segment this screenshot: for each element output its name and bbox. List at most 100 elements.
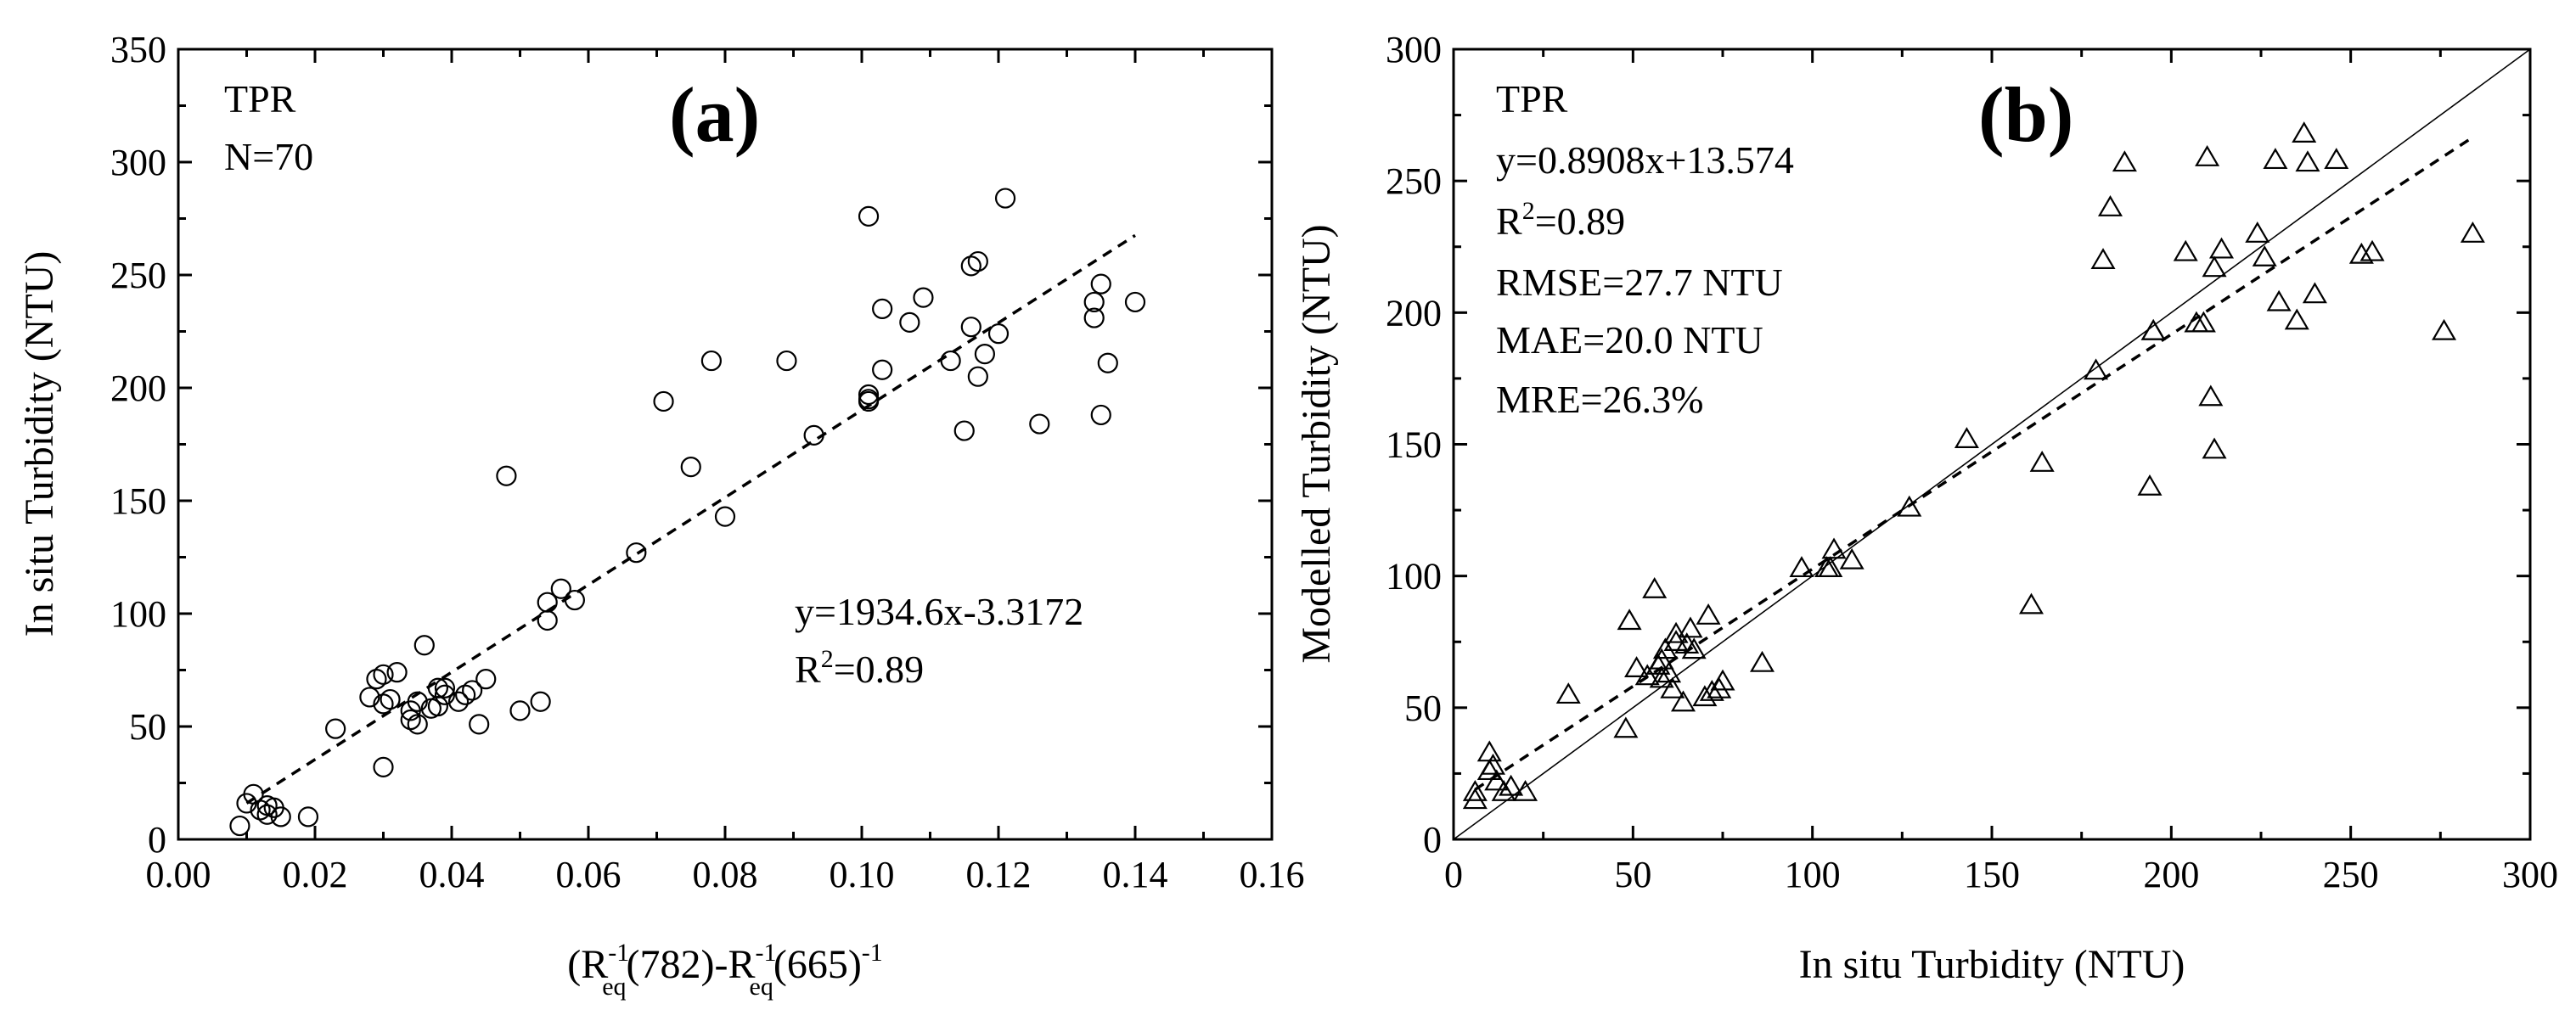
data-point: [2304, 284, 2326, 303]
panel-a-fit-equation: y=1934.6x-3.3172: [795, 590, 1083, 633]
panel-a-corner-label: TPR: [224, 77, 296, 121]
data-point: [2264, 149, 2286, 168]
data-point: [627, 543, 645, 562]
data-point: [1030, 415, 1049, 434]
panel-a-y-axis-label: In situ Turbidity (NTU): [17, 251, 62, 637]
data-point: [900, 313, 919, 332]
data-point: [2139, 476, 2160, 495]
data-point: [1615, 719, 1636, 738]
data-point: [1465, 789, 1486, 808]
data-point: [1956, 429, 1977, 447]
data-point: [497, 467, 515, 485]
data-point: [2293, 123, 2314, 142]
data-point: [2247, 223, 2268, 242]
x-tick-label: 0.08: [693, 854, 758, 895]
data-point: [2269, 292, 2290, 311]
x-tick-label: 150: [1964, 854, 2020, 895]
y-tick-label: 300: [1386, 29, 1442, 70]
panel-a-plot-frame: [178, 49, 1272, 839]
data-point: [873, 300, 891, 318]
x-tick-label: 300: [2502, 854, 2558, 895]
data-point: [2114, 152, 2135, 171]
data-point: [2211, 239, 2232, 258]
y-tick-label: 300: [110, 142, 166, 183]
data-point: [2326, 149, 2347, 168]
data-point: [415, 636, 434, 654]
data-point: [374, 665, 393, 684]
data-point: [682, 457, 700, 476]
data-point: [470, 715, 488, 733]
data-point: [1092, 406, 1111, 424]
data-point: [2193, 313, 2214, 332]
data-point: [702, 351, 721, 370]
data-point: [1126, 293, 1145, 311]
data-point: [1644, 579, 1665, 597]
panel-b-letter: (b): [1978, 71, 2073, 158]
panel-a-x-axis-label: (R-1 eq(782)-R-1 eq(665)-1: [567, 939, 883, 1001]
data-point: [962, 317, 981, 336]
data-point: [388, 663, 407, 682]
data-point: [2203, 440, 2224, 458]
y-tick-label: 50: [129, 706, 166, 748]
data-point: [2200, 387, 2221, 406]
data-point: [326, 720, 345, 738]
data-point: [476, 670, 495, 688]
x-tick-label: 100: [1785, 854, 1841, 895]
panel-b-fit-equation: y=0.8908x+13.574: [1496, 138, 1794, 182]
panel-b-x-axis-label: In situ Turbidity (NTU): [1799, 942, 2185, 987]
panel-a: 0.00 0.02 0.04 0.06 0.08 0.10 0.12 0.14 0.16 0 50 1…: [17, 29, 1305, 1001]
data-point: [1515, 782, 1536, 800]
y-tick-label: 150: [110, 480, 166, 522]
data-point: [1092, 275, 1111, 294]
x-tick-label: 0.12: [966, 854, 1032, 895]
data-point: [2092, 250, 2113, 268]
data-point: [429, 697, 447, 715]
data-point: [565, 591, 584, 609]
data-point: [2185, 313, 2207, 332]
data-point: [1673, 693, 1694, 711]
data-point: [2143, 321, 2164, 339]
x-tick-label: 200: [2143, 854, 2199, 895]
data-point: [989, 324, 1008, 343]
data-point: [1651, 650, 1673, 669]
data-point: [2462, 223, 2483, 242]
data-point: [2032, 452, 2053, 471]
x-tick-label: 0.10: [830, 854, 895, 895]
data-point: [2196, 147, 2218, 165]
x-tick-label: 0.02: [283, 854, 348, 895]
data-point: [716, 508, 734, 526]
x-tick-label: 50: [1614, 854, 1651, 895]
x-tick-label: 0.14: [1103, 854, 1168, 895]
data-point: [1558, 684, 1579, 703]
panel-a-points: [230, 189, 1145, 835]
data-point: [538, 611, 557, 630]
data-point: [777, 351, 796, 370]
panel-b-corner-label: TPR: [1496, 77, 1568, 121]
data-point: [969, 367, 987, 386]
data-point: [1697, 605, 1718, 624]
data-point: [969, 252, 987, 271]
fit-line: [247, 235, 1136, 803]
panel-b-mae: MAE=20.0 NTU: [1496, 318, 1763, 362]
y-tick-label: 50: [1404, 687, 1442, 729]
x-tick-label: 0.16: [1240, 854, 1305, 895]
y-tick-label: 100: [110, 593, 166, 635]
panel-a-fit-line-group: [247, 235, 1136, 803]
data-point: [2433, 321, 2455, 339]
data-point: [914, 289, 932, 307]
y-tick-label: 200: [1386, 292, 1442, 334]
data-point: [2175, 242, 2196, 261]
data-point: [230, 816, 249, 835]
x-tick-label: 0.06: [556, 854, 622, 895]
data-point: [511, 701, 530, 720]
panel-b-r2: R2=0.89: [1496, 197, 1625, 243]
data-point: [2297, 152, 2318, 171]
data-point: [367, 670, 385, 688]
x-tick-label: 0: [1444, 854, 1463, 895]
data-point: [532, 693, 550, 711]
panel-a-sample-count: N=70: [224, 135, 313, 178]
y-tick-label: 100: [1386, 556, 1442, 597]
data-point: [955, 422, 974, 440]
y-tick-label: 250: [110, 255, 166, 296]
data-point: [374, 758, 393, 777]
